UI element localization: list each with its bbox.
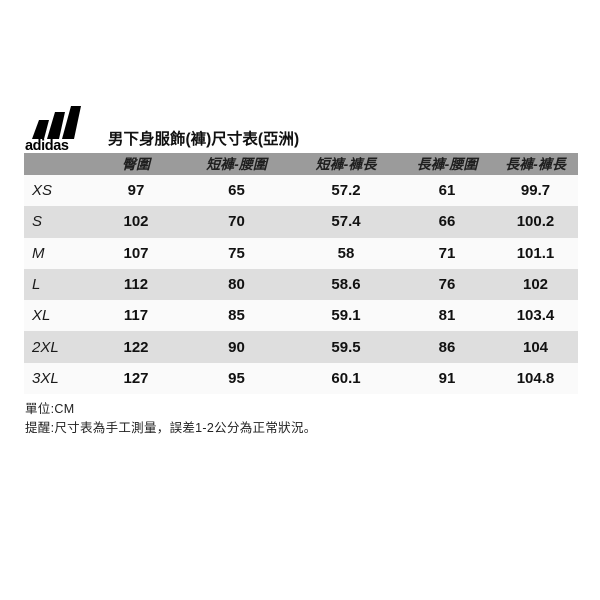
chart-header: adidas 男下身服飾(褲)尺寸表(亞洲) [24,106,578,152]
cell-hip: 107 [123,244,149,262]
cell-shorts-length: 57.4 [331,213,361,231]
cell-shorts-length: 60.1 [331,369,361,387]
cell-pants-length: 101.1 [516,244,555,262]
adidas-logo: adidas [24,106,98,152]
cell-pants-waist: 76 [438,276,456,294]
cell-pants-length: 99.7 [520,182,551,200]
column-header-shorts-length: 短褲-褲長 [315,156,377,172]
cell-pants-waist: 81 [438,307,456,325]
cell-pants-length: 104.8 [516,369,555,387]
svg-text:adidas: adidas [25,138,69,152]
cell-shorts-length: 58.6 [331,276,361,294]
cell-pants-length: 102 [522,276,549,294]
table-row: XL 117 85 59.1 81 103.4 [24,300,578,332]
cell-shorts-waist: 85 [228,307,245,325]
column-header-size [24,153,90,175]
table-row: S 102 70 57.4 66 100.2 [24,206,578,238]
column-header-hip: 臀圍 [122,156,150,172]
cell-pants-waist: 71 [438,244,456,262]
cell-shorts-length: 57.2 [331,182,361,200]
cell-pants-length: 104 [522,338,549,356]
column-header-pants-length: 長褲-褲長 [505,156,566,172]
cell-shorts-waist: 75 [228,244,245,262]
cell-hip: 127 [123,369,149,387]
cell-shorts-waist: 90 [228,338,245,356]
cell-shorts-length: 59.5 [331,338,361,356]
cell-pants-length: 100.2 [516,213,555,231]
cell-size: L [32,276,41,294]
cell-pants-waist: 86 [438,338,456,356]
cell-size: M [32,244,45,262]
cell-shorts-length: 58 [337,244,355,262]
chart-notes: 單位:CM 提醒:尺寸表為手工測量，誤差1-2公分為正常狀況。 [25,400,565,438]
cell-hip: 97 [127,182,145,200]
cell-shorts-waist: 65 [228,182,245,200]
table-row: 3XL 127 95 60.1 91 104.8 [24,362,578,395]
note-reminder: 提醒:尺寸表為手工測量，誤差1-2公分為正常狀況。 [25,421,317,435]
cell-hip: 112 [123,276,149,294]
note-unit: 單位:CM [25,402,75,416]
cell-size: 3XL [32,369,59,387]
cell-shorts-length: 59.1 [331,307,361,325]
table-row: M 107 75 58 71 101.1 [24,237,578,269]
cell-size: XL [32,307,51,325]
table-header: 臀圍 短褲-腰圍 短褲-褲長 長褲-腰圍 長褲-褲長 [24,153,578,175]
cell-shorts-waist: 70 [228,213,245,231]
cell-size: XS [32,182,53,200]
size-table: 臀圍 短褲-腰圍 短褲-褲長 長褲-腰圍 長褲-褲長 XS 97 65 57.2… [24,153,578,395]
table-body: XS 97 65 57.2 61 99.7 S 102 70 57.4 66 1… [24,175,578,395]
cell-pants-length: 103.4 [516,307,555,325]
table-row: L 112 80 58.6 76 102 [24,268,578,301]
cell-hip: 117 [123,307,149,325]
cell-pants-waist: 61 [438,182,456,200]
cell-pants-waist: 91 [438,369,456,387]
cell-pants-waist: 66 [438,213,456,231]
table-header-row: 臀圍 短褲-腰圍 短褲-褲長 長褲-腰圍 長褲-褲長 [24,153,578,175]
table-row: 2XL 122 90 59.5 86 104 [24,331,578,363]
column-header-shorts-waist: 短褲-腰圍 [206,156,267,172]
cell-shorts-waist: 80 [228,276,245,294]
column-header-pants-waist: 長褲-腰圍 [416,156,478,172]
cell-hip: 122 [123,338,149,356]
cell-hip: 102 [123,213,149,231]
cell-size: S [32,213,43,231]
table-row: XS 97 65 57.2 61 99.7 [24,175,578,207]
cell-shorts-waist: 95 [228,369,245,387]
page-title: 男下身服飾(褲)尺寸表(亞洲) [108,131,300,148]
cell-size: 2XL [32,338,59,356]
